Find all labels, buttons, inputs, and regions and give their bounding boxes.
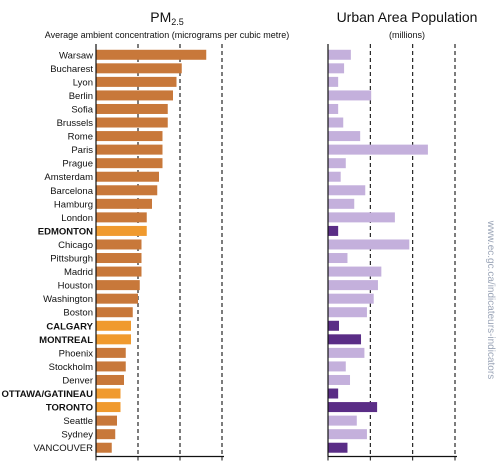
- population-bar: [328, 334, 362, 345]
- pm-bar: [96, 374, 124, 385]
- pm-category-label: Sydney: [61, 430, 93, 441]
- pm-category-label: EDMONTON: [38, 226, 93, 237]
- pm-bar: [96, 198, 152, 209]
- pm-category-label: Hamburg: [54, 199, 93, 210]
- pm-category-label: Phoenix: [59, 348, 94, 359]
- pm-bar: [96, 212, 147, 223]
- pm-bar: [96, 63, 182, 74]
- pm-category-label: Seattle: [63, 416, 93, 427]
- population-bar: [328, 212, 395, 223]
- population-bar: [328, 402, 378, 413]
- pm-bar: [96, 158, 163, 169]
- population-bar: [328, 171, 341, 182]
- pm-category-label: Bucharest: [50, 64, 93, 75]
- population-bar: [328, 117, 344, 128]
- pm-bar: [96, 347, 126, 358]
- population-bar: [328, 347, 365, 358]
- pm-bar: [96, 171, 159, 182]
- population-bar: [328, 320, 340, 331]
- pm-category-label: Sofia: [71, 104, 93, 115]
- pm-bar: [96, 442, 112, 453]
- population-bar: [328, 103, 339, 114]
- pm-category-label: MONTREAL: [39, 335, 93, 346]
- population-bar: [328, 185, 366, 196]
- population-bar: [328, 280, 378, 291]
- population-bar: [328, 388, 339, 399]
- pm-bar: [96, 90, 173, 101]
- pm-chart-panel: Warsaw Bucharest Lyon Berlin Sofia Brussels Ro…: [2, 44, 228, 464]
- pm-bar: [96, 307, 133, 318]
- population-bar: [328, 415, 357, 426]
- pm-category-label: Barcelona: [50, 186, 93, 197]
- pm-bar: [96, 253, 142, 264]
- pm-category-label: Chicago: [58, 240, 93, 251]
- pm-bar: [96, 266, 142, 277]
- pm-category-label: Rome: [68, 132, 93, 143]
- population-bar: [328, 198, 355, 209]
- pm-category-label: Amsterdam: [44, 172, 93, 183]
- pm-category-label: Lyon: [73, 77, 93, 88]
- population-bar: [328, 90, 372, 101]
- pm-bar: [96, 320, 131, 331]
- population-bar: [328, 225, 339, 236]
- population-chart-title: Urban Area Population: [337, 9, 478, 25]
- pm-bar: [96, 185, 158, 196]
- pm-category-label: Berlin: [69, 91, 93, 102]
- population-bar: [328, 442, 348, 453]
- population-bar: [328, 374, 351, 385]
- pm-category-label: TORONTO: [46, 403, 93, 414]
- population-bar: [328, 49, 351, 60]
- pm-category-label: Washington: [43, 294, 93, 305]
- watermark-text: www.ec.gc.ca/indicateurs-indicators: [485, 220, 496, 379]
- population-bar: [328, 361, 346, 372]
- pm-bar: [96, 280, 140, 291]
- pm-bar: [96, 334, 131, 345]
- pm-bar: [96, 388, 121, 399]
- population-bar: [328, 131, 361, 142]
- pm-bar: [96, 239, 142, 250]
- population-chart-panel: 051015: [325, 44, 461, 464]
- pm-bar: [96, 144, 163, 155]
- population-bar: [328, 307, 367, 318]
- pm-bar: [96, 415, 117, 426]
- pm-bar: [96, 402, 121, 413]
- pm-bar: [96, 429, 116, 440]
- population-bar: [328, 266, 382, 277]
- pm-category-label: Denver: [62, 375, 93, 386]
- population-bar: [328, 293, 374, 304]
- pm-category-label: Boston: [63, 308, 93, 319]
- population-bar: [328, 76, 339, 87]
- pm-category-label: London: [61, 213, 93, 224]
- population-bar: [328, 144, 428, 155]
- pm-bar: [96, 49, 207, 60]
- pm-category-label: Brussels: [57, 118, 94, 129]
- pm-category-label: Warsaw: [59, 50, 93, 61]
- population-bar: [328, 63, 345, 74]
- pm-category-label: Pittsburgh: [50, 254, 93, 265]
- pm-bar: [96, 76, 177, 87]
- pm-chart-title: PM2.5: [150, 9, 184, 27]
- pm-category-label: Stockholm: [49, 362, 93, 373]
- pm-category-label: Prague: [62, 159, 93, 170]
- pm-category-label: VANCOUVER: [34, 443, 94, 454]
- pm-category-label: Paris: [71, 145, 93, 156]
- pm-bar: [96, 293, 138, 304]
- pm-chart-subtitle: Average ambient concentration (microgram…: [45, 30, 289, 40]
- pm-bar: [96, 361, 126, 372]
- pm-bar: [96, 225, 147, 236]
- pm-bar: [96, 131, 163, 142]
- pm-bar: [96, 103, 168, 114]
- population-bar: [328, 253, 348, 264]
- population-bar: [328, 429, 367, 440]
- pm-category-label: OTTAWA/GATINEAU: [2, 389, 94, 400]
- population-bar: [328, 158, 346, 169]
- pm-category-label: Houston: [58, 281, 93, 292]
- pm-category-label: CALGARY: [46, 321, 93, 332]
- pm-bar: [96, 117, 168, 128]
- population-bar: [328, 239, 410, 250]
- pm-category-label: Madrid: [64, 267, 93, 278]
- population-chart-subtitle: (millions): [389, 30, 425, 40]
